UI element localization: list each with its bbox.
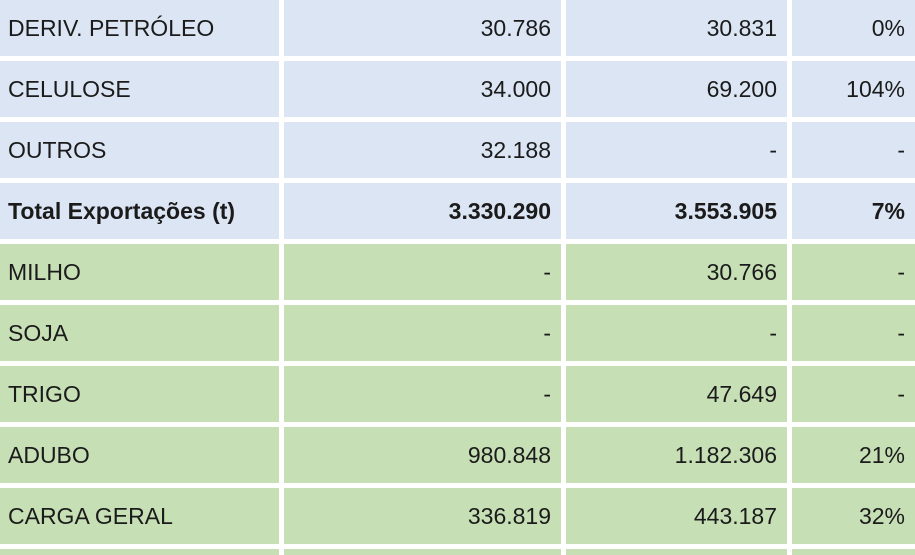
cell-value: 3.330.290 xyxy=(284,183,561,239)
cell-value: 104% xyxy=(792,61,915,117)
cell xyxy=(792,549,915,555)
cell-value: - xyxy=(284,366,561,422)
cell-value: - xyxy=(792,366,915,422)
row-label: ADUBO xyxy=(0,427,279,483)
cell-value: 3.553.905 xyxy=(566,183,787,239)
cell-value: - xyxy=(284,244,561,300)
cell xyxy=(566,549,787,555)
cell-value: - xyxy=(792,122,915,178)
cell-value: 30.831 xyxy=(566,0,787,56)
row-label: DERIV. PETRÓLEO xyxy=(0,0,279,56)
cell-value: 32.188 xyxy=(284,122,561,178)
cell-value: 32% xyxy=(792,488,915,544)
cell-value: - xyxy=(566,305,787,361)
cell-value: - xyxy=(566,122,787,178)
cell-value: 69.200 xyxy=(566,61,787,117)
cell-value: 443.187 xyxy=(566,488,787,544)
cell-value: 336.819 xyxy=(284,488,561,544)
cell xyxy=(284,549,561,555)
cell-value: 30.766 xyxy=(566,244,787,300)
cell-value: 1.182.306 xyxy=(566,427,787,483)
cell xyxy=(0,549,279,555)
cell-value: - xyxy=(284,305,561,361)
cell-value: 30.786 xyxy=(284,0,561,56)
cell-value: - xyxy=(792,305,915,361)
row-label: SOJA xyxy=(0,305,279,361)
row-label: CARGA GERAL xyxy=(0,488,279,544)
cell-value: 7% xyxy=(792,183,915,239)
row-label: OUTROS xyxy=(0,122,279,178)
cell-value: 980.848 xyxy=(284,427,561,483)
cell-value: 34.000 xyxy=(284,61,561,117)
row-label: Total Exportações (t) xyxy=(0,183,279,239)
cell-value: 47.649 xyxy=(566,366,787,422)
cell-value: 0% xyxy=(792,0,915,56)
cell-value: - xyxy=(792,244,915,300)
row-label: TRIGO xyxy=(0,366,279,422)
cell-value: 21% xyxy=(792,427,915,483)
row-label: CELULOSE xyxy=(0,61,279,117)
row-label: MILHO xyxy=(0,244,279,300)
